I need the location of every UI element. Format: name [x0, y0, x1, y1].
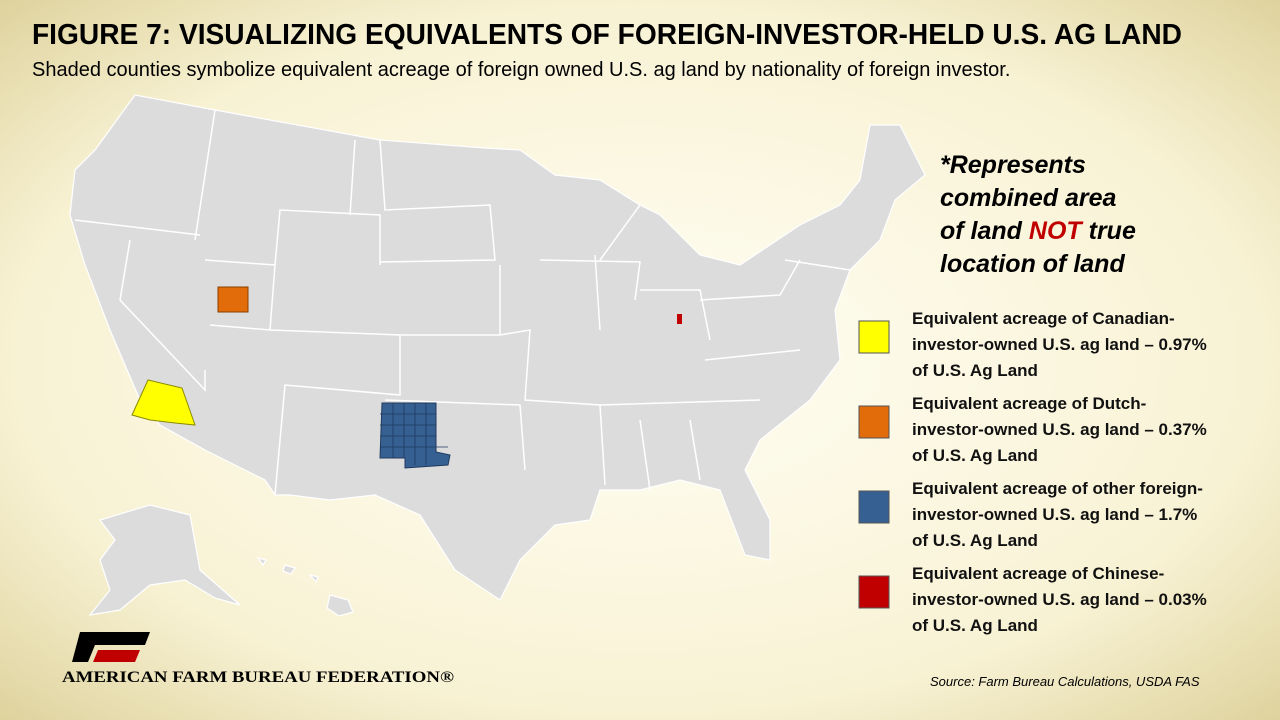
subtitle: Shaded counties symbolize equivalent acr…	[32, 59, 1010, 81]
legend-label: investor-owned U.S. ag land – 0.37%	[912, 420, 1207, 439]
dutch-area	[217, 286, 249, 313]
legend-label: investor-owned U.S. ag land – 1.7%	[912, 505, 1197, 524]
chinese-area	[677, 314, 682, 324]
legend-label: investor-owned U.S. ag land – 0.03%	[912, 590, 1207, 609]
note-text: true	[1089, 217, 1136, 245]
us-map	[69, 94, 926, 617]
note-line: location of land	[940, 250, 1125, 278]
logo: AMERICAN FARM BUREAU FEDERATION®	[62, 632, 454, 686]
canadian-area	[131, 379, 196, 426]
county-lines	[380, 403, 448, 465]
source: Source: Farm Bureau Calculations, USDA F…	[930, 674, 1200, 689]
legend-swatch	[858, 320, 890, 354]
legend-swatch	[858, 575, 890, 609]
legend-label: of U.S. Ag Land	[912, 616, 1038, 635]
legend-label: Equivalent acreage of Canadian-	[912, 309, 1175, 328]
legend-label: Equivalent acreage of Chinese-	[912, 564, 1164, 583]
note-text: of land	[940, 217, 1023, 245]
legend-label: of U.S. Ag Land	[912, 361, 1038, 380]
legend-label: Equivalent acreage of Dutch-	[912, 394, 1146, 413]
note-emphasis: NOT	[1029, 217, 1085, 245]
note: *Represents combined area of land NOT tr…	[940, 151, 1136, 278]
logo-text: AMERICAN FARM BUREAU FEDERATION®	[62, 669, 454, 686]
note-line: *Represents	[940, 151, 1086, 179]
legend-label: Equivalent acreage of other foreign-	[912, 479, 1203, 498]
note-line: of land NOT true	[940, 217, 1136, 245]
legend-label: of U.S. Ag Land	[912, 446, 1038, 465]
equivalent-areas	[131, 286, 682, 469]
legend-swatch	[858, 405, 890, 439]
note-line: combined area	[940, 184, 1117, 212]
legend: Equivalent acreage of Canadian-investor-…	[858, 309, 1207, 635]
legend-swatch	[858, 490, 890, 524]
title: FIGURE 7: VISUALIZING EQUIVALENTS OF FOR…	[32, 19, 1182, 51]
legend-label: of U.S. Ag Land	[912, 531, 1038, 550]
legend-label: investor-owned U.S. ag land – 0.97%	[912, 335, 1207, 354]
